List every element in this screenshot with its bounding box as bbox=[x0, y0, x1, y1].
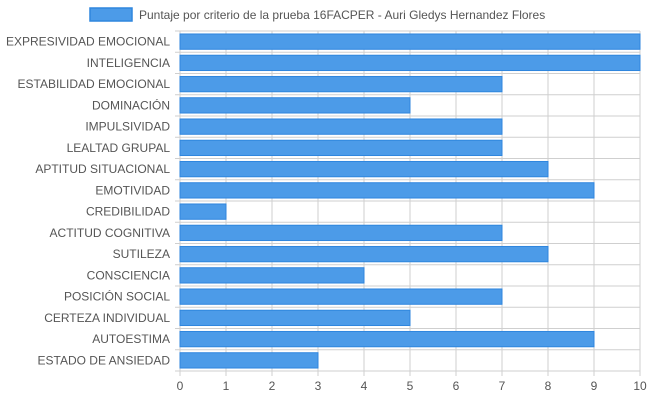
y-tick-label: ESTABILIDAD EMOCIONAL bbox=[18, 77, 171, 91]
bar[interactable] bbox=[179, 224, 503, 242]
x-tick-label: 0 bbox=[177, 379, 184, 393]
bar[interactable] bbox=[179, 160, 549, 178]
x-tick-label: 5 bbox=[407, 379, 414, 393]
x-tick-label: 7 bbox=[499, 379, 506, 393]
legend[interactable]: Puntaje por criterio de la prueba 16FACP… bbox=[89, 7, 545, 22]
x-tick-label: 1 bbox=[223, 379, 230, 393]
legend-swatch bbox=[89, 7, 133, 22]
y-tick-label: INTELIGENCIA bbox=[87, 56, 170, 70]
y-tick-label: LEALTAD GRUPAL bbox=[67, 141, 171, 155]
legend-label: Puntaje por criterio de la prueba 16FACP… bbox=[139, 8, 545, 22]
y-tick-label: POSICIÓN SOCIAL bbox=[64, 289, 170, 304]
bar[interactable] bbox=[179, 97, 411, 114]
y-tick-label: DOMINACIÓN bbox=[92, 97, 170, 112]
bar[interactable] bbox=[179, 245, 549, 263]
y-tick-label: AUTOESTIMA bbox=[92, 332, 170, 346]
x-tick-label: 8 bbox=[545, 379, 552, 393]
y-tick-label: ACTITUD COGNITIVA bbox=[50, 226, 170, 240]
y-tick-label: CERTEZA INDIVIDUAL bbox=[44, 311, 170, 325]
y-tick-label: CONSCIENCIA bbox=[87, 268, 170, 282]
y-tick-label: APTITUD SITUACIONAL bbox=[35, 162, 170, 176]
y-tick-label: SUTILEZA bbox=[113, 247, 170, 261]
y-tick-label: IMPULSIVIDAD bbox=[85, 120, 170, 134]
bar[interactable] bbox=[179, 309, 411, 327]
bar[interactable] bbox=[179, 75, 503, 93]
bar[interactable] bbox=[179, 288, 503, 305]
bar[interactable] bbox=[179, 33, 641, 50]
x-axis-labels: 0 1 2 3 4 5 6 7 8 9 10 bbox=[177, 379, 647, 393]
x-tick-label: 9 bbox=[591, 379, 598, 393]
y-tick-label: EXPRESIVIDAD EMOCIONAL bbox=[6, 35, 170, 49]
bar[interactable] bbox=[179, 203, 227, 220]
bar[interactable] bbox=[179, 54, 641, 72]
bar[interactable] bbox=[179, 182, 595, 199]
y-tick-label: ESTADO DE ANSIEDAD bbox=[38, 353, 171, 367]
x-tick-label: 6 bbox=[453, 379, 460, 393]
x-tick-label: 3 bbox=[315, 379, 322, 393]
x-tick-label: 2 bbox=[269, 379, 276, 393]
bar[interactable] bbox=[179, 330, 595, 348]
bar[interactable] bbox=[179, 118, 503, 135]
y-tick-label: EMOTIVIDAD bbox=[95, 183, 170, 197]
x-tick-label: 4 bbox=[361, 379, 368, 393]
bar[interactable] bbox=[179, 139, 503, 157]
bar[interactable] bbox=[179, 352, 319, 369]
x-tick-label: 10 bbox=[633, 379, 647, 393]
bars bbox=[179, 33, 641, 369]
y-tick-label: CREDIBILIDAD bbox=[86, 205, 170, 219]
y-axis-labels: EXPRESIVIDAD EMOCIONAL INTELIGENCIA ESTABI… bbox=[6, 35, 170, 368]
bar[interactable] bbox=[179, 267, 365, 284]
